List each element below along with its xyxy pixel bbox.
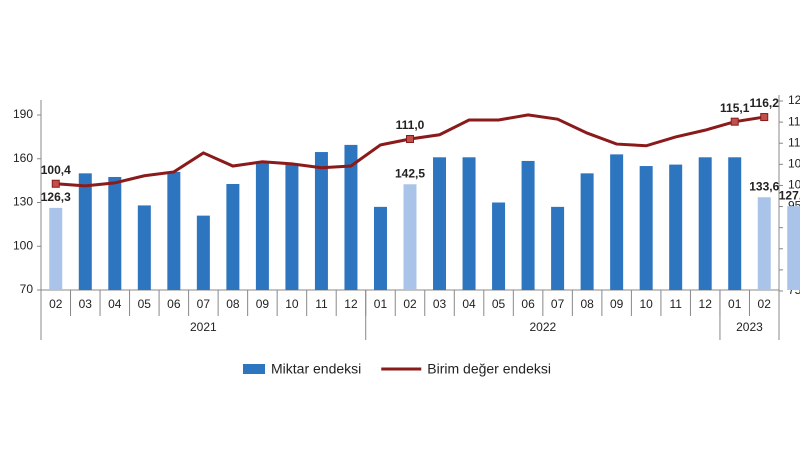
bar-value-label: 133,6 bbox=[749, 179, 779, 193]
bar bbox=[551, 206, 565, 290]
x-tick-label: 03 bbox=[433, 297, 447, 311]
x-tick-label: 12 bbox=[699, 297, 713, 311]
x-tick-label: 05 bbox=[492, 297, 506, 311]
y-tick-label: 130 bbox=[13, 195, 33, 209]
line-value-label: 111,0 bbox=[396, 118, 425, 132]
legend-swatch bbox=[243, 364, 265, 374]
bar-value-label: 126,3 bbox=[41, 190, 71, 204]
x-tick-label: 01 bbox=[374, 297, 388, 311]
x-tick-label: 01 bbox=[728, 297, 742, 311]
bar-value-label: 142,5 bbox=[395, 166, 425, 180]
line-value-label: 115,1 bbox=[720, 101, 750, 115]
x-tick-label: 07 bbox=[197, 297, 211, 311]
y2-tick-label: 110 bbox=[788, 135, 800, 149]
x-tick-label: 04 bbox=[462, 297, 476, 311]
bar bbox=[610, 154, 624, 290]
bar bbox=[639, 166, 653, 290]
bar bbox=[255, 163, 269, 290]
line-marker bbox=[730, 117, 739, 126]
bar bbox=[403, 184, 417, 290]
x-tick-label: 02 bbox=[49, 297, 63, 311]
line-value-label: 116,2 bbox=[750, 96, 780, 110]
x-tick-label: 10 bbox=[639, 297, 653, 311]
bar bbox=[226, 183, 240, 290]
group-label: 2021 bbox=[190, 320, 217, 334]
bar bbox=[787, 206, 800, 290]
x-tick-label: 08 bbox=[226, 297, 240, 311]
x-tick-label: 02 bbox=[403, 297, 417, 311]
x-tick-label: 07 bbox=[551, 297, 565, 311]
y2-tick-label: 100 bbox=[788, 178, 800, 192]
x-tick-label: 09 bbox=[256, 297, 270, 311]
y2-tick-label: 105 bbox=[788, 157, 800, 171]
bar bbox=[49, 207, 63, 290]
bar-value-label: 127,5 bbox=[779, 188, 800, 202]
x-tick-label: 11 bbox=[669, 297, 682, 311]
line-marker bbox=[406, 135, 414, 143]
bar bbox=[78, 173, 92, 290]
bar bbox=[492, 202, 506, 290]
bar bbox=[433, 157, 447, 290]
x-tick-label: 03 bbox=[79, 297, 93, 311]
x-tick-label: 06 bbox=[521, 297, 535, 311]
bar bbox=[580, 173, 594, 290]
x-tick-label: 08 bbox=[580, 297, 594, 311]
x-tick-label: 04 bbox=[108, 297, 122, 311]
y-tick-label: 190 bbox=[13, 107, 33, 121]
y-tick-label: 100 bbox=[13, 238, 33, 252]
x-tick-label: 09 bbox=[610, 297, 624, 311]
x-tick-label: 05 bbox=[138, 297, 152, 311]
x-tick-label: 12 bbox=[344, 297, 358, 311]
y-tick-label: 160 bbox=[13, 151, 33, 165]
y2-tick-label: 115 bbox=[788, 114, 800, 128]
group-label: 2023 bbox=[736, 320, 763, 334]
bar bbox=[462, 157, 476, 290]
y2-tick-label: 120 bbox=[788, 93, 800, 107]
bar bbox=[728, 157, 742, 290]
bar bbox=[196, 215, 210, 290]
bar bbox=[757, 197, 771, 290]
y-tick-label: 70 bbox=[20, 282, 34, 296]
x-tick-label: 02 bbox=[758, 297, 772, 311]
bar bbox=[521, 160, 535, 290]
bar bbox=[698, 157, 712, 290]
group-label: 2022 bbox=[529, 320, 556, 334]
x-tick-label: 06 bbox=[167, 297, 181, 311]
x-tick-label: 10 bbox=[285, 297, 299, 311]
legend-label: Miktar endeksi bbox=[271, 361, 361, 377]
line-marker bbox=[760, 113, 769, 122]
bar bbox=[285, 164, 299, 290]
bar bbox=[137, 205, 151, 290]
line-value-label: 100,4 bbox=[41, 163, 71, 177]
bar bbox=[344, 144, 358, 290]
bar bbox=[669, 164, 683, 290]
bar bbox=[167, 171, 181, 290]
x-tick-label: 11 bbox=[315, 297, 328, 311]
legend-label: Birim değer endeksi bbox=[427, 361, 551, 377]
bar bbox=[314, 152, 328, 290]
line-marker bbox=[51, 179, 60, 188]
bar bbox=[108, 176, 122, 290]
bar bbox=[373, 206, 387, 290]
